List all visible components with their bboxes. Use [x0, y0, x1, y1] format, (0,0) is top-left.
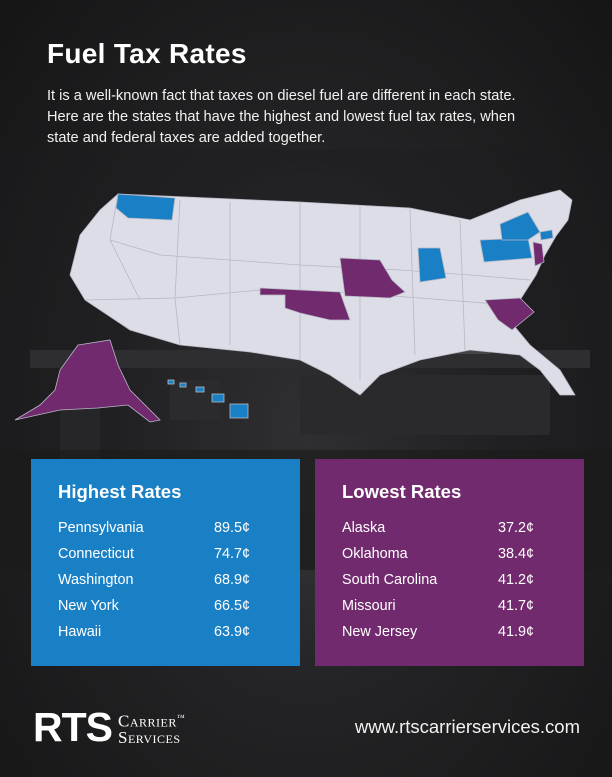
state-name: Alaska	[342, 520, 386, 536]
logo-main-text: RTS	[33, 704, 113, 750]
alaska-state	[14, 339, 161, 423]
rate-row: Pennsylvania 89.5¢	[58, 515, 250, 541]
trademark-symbol: ™	[176, 712, 186, 722]
highest-rates-title: Highest Rates	[58, 481, 182, 502]
pennsylvania-state	[479, 237, 533, 263]
lowest-rates-panel: Lowest Rates Alaska 37.2¢ Oklahoma 38.4¢…	[315, 459, 584, 666]
us-map	[14, 189, 576, 423]
state-name: South Carolina	[342, 572, 438, 588]
state-name: Washington	[58, 572, 134, 588]
rate-value: 89.5¢	[213, 520, 250, 536]
rate-row: Hawaii 63.9¢	[58, 619, 250, 645]
state-name: Connecticut	[58, 546, 134, 562]
rate-value: 41.2¢	[497, 572, 534, 588]
rate-row: Alaska 37.2¢	[342, 515, 534, 541]
rate-row: Washington 68.9¢	[58, 567, 250, 593]
rate-value: 63.9¢	[213, 624, 250, 640]
intro-text: It is a well-known fact that taxes on di…	[47, 88, 516, 146]
logo-line-services: Services	[118, 728, 181, 748]
rate-value: 41.9¢	[497, 624, 534, 640]
rts-logo: RTS Carrier™ Services	[33, 707, 185, 748]
state-name: New Jersey	[342, 624, 418, 640]
rate-row: Connecticut 74.7¢	[58, 541, 250, 567]
rate-value: 37.2¢	[497, 520, 534, 536]
new-jersey-state	[532, 241, 545, 267]
logo-line-carrier: Carrier™	[118, 709, 186, 731]
state-name: New York	[58, 598, 119, 614]
rate-row: New York 66.5¢	[58, 593, 250, 619]
state-name: Oklahoma	[342, 546, 408, 562]
rate-row: Missouri 41.7¢	[342, 593, 534, 619]
rate-value: 66.5¢	[213, 598, 250, 614]
connecticut-state	[539, 229, 554, 241]
rate-value: 68.9¢	[213, 572, 250, 588]
hawaii-state	[167, 379, 249, 419]
washington-state	[115, 193, 176, 221]
rate-value: 41.7¢	[497, 598, 534, 614]
south-carolina-state	[484, 297, 535, 331]
oklahoma-state	[259, 287, 351, 321]
rate-row: Oklahoma 38.4¢	[342, 541, 534, 567]
logo-wordmark: Carrier™ Services	[118, 709, 186, 748]
website-url[interactable]: www.rtscarrierservices.com	[354, 716, 580, 737]
highest-rates-panel: Highest Rates Pennsylvania 89.5¢ Connect…	[31, 459, 300, 666]
state-name: Pennsylvania	[58, 520, 144, 536]
indiana-state	[417, 247, 447, 283]
logo-carrier-word: Carrier	[118, 711, 177, 731]
page-title: Fuel Tax Rates	[47, 38, 247, 69]
state-name: Hawaii	[58, 624, 102, 640]
state-name: Missouri	[342, 598, 396, 614]
rate-value: 38.4¢	[497, 546, 534, 562]
missouri-state	[339, 257, 406, 299]
rate-row: New Jersey 41.9¢	[342, 619, 534, 645]
new-york-state	[499, 211, 541, 241]
lowest-rates-title: Lowest Rates	[342, 481, 462, 502]
rate-row: South Carolina 41.2¢	[342, 567, 534, 593]
rate-value: 74.7¢	[213, 546, 250, 562]
